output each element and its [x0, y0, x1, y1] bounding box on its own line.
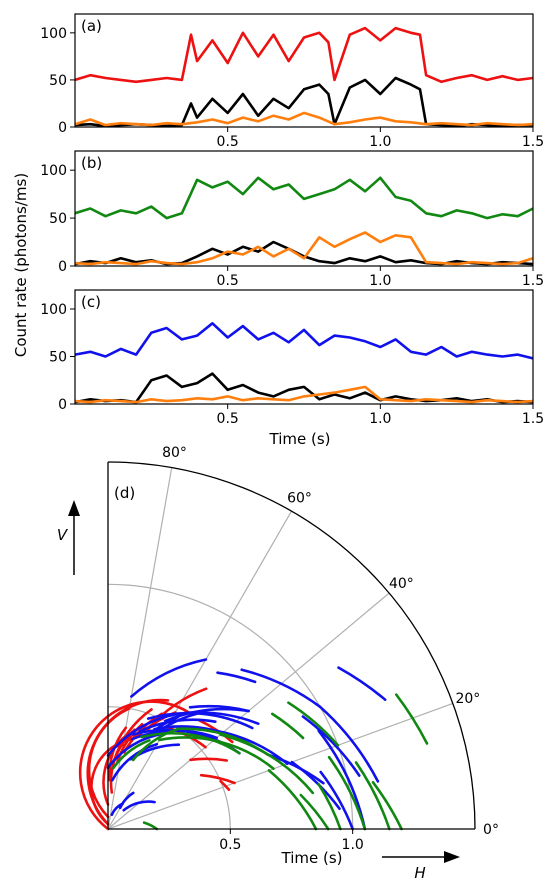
h-arrowhead-icon: [444, 851, 460, 863]
angle-grid-spoke: [107, 510, 293, 830]
polar-outer-arc: [107, 461, 476, 830]
plot-frame: [74, 289, 534, 405]
plot-frame: [74, 13, 534, 128]
trajectory-arc-blue: [130, 658, 208, 698]
series-line-black: [74, 372, 534, 404]
trajectory-arc-blue: [216, 671, 257, 684]
trajectory-arc-green: [354, 761, 391, 831]
x-tick-label: 1.5: [522, 273, 544, 289]
panel-label: (a): [81, 17, 102, 35]
trajectory-arc-red: [78, 700, 191, 831]
angle-tick-label: 80°: [162, 445, 187, 461]
panel-label: (d): [114, 484, 135, 502]
trajectory-arc-blue: [301, 715, 361, 777]
trajectory-arc-blue: [106, 711, 207, 757]
y-tick-label: 0: [58, 397, 67, 413]
trajectory-arc-blue: [337, 666, 387, 701]
trajectory-arc-green: [267, 769, 318, 831]
h-axis-label: H: [414, 864, 425, 881]
line-panels: 0 50 100 0.5 1.0 1.5 (a) 0 50 100 0.5 1.0 1.5 (b) 0 50 1…: [40, 13, 544, 427]
v-axis-label: V: [57, 526, 69, 544]
trajectory-arc-blue: [122, 800, 156, 812]
trajectory-arc-green: [287, 701, 340, 747]
series-line-orange: [74, 231, 534, 266]
trajectory-arc-red: [147, 687, 208, 731]
trajectory-arc-green: [140, 732, 241, 755]
y-tick-label: 50: [49, 211, 67, 227]
x-tick-label: 1.0: [369, 411, 391, 427]
trajectory-arc-green: [327, 755, 367, 831]
x-axis-label-top: Time (s): [269, 430, 331, 448]
angle-grid-spoke: [107, 702, 454, 830]
trajectory-arc-blue: [118, 791, 135, 810]
trajectory-arc-blue: [110, 802, 124, 817]
y-axis-label: Count rate (photons/ms): [12, 173, 30, 357]
angle-tick-label: 0°: [483, 822, 499, 838]
trajectory-arc-green: [317, 782, 342, 831]
trajectory-arc-blue: [143, 715, 180, 740]
x-tick-label: 1.5: [522, 134, 544, 150]
angle-tick-label: 40°: [389, 576, 414, 592]
trajectory-arc-green: [219, 733, 315, 795]
panel-label: (b): [81, 154, 102, 172]
trajectory-arc-blue: [159, 712, 200, 731]
series-line-green: [74, 176, 534, 220]
trajectory-arc-red: [108, 726, 128, 782]
y-tick-label: 0: [58, 259, 67, 275]
angle-tick-label: 60°: [287, 490, 312, 506]
x-tick-label: 1.5: [522, 411, 544, 427]
trajectory-arc-red: [199, 773, 236, 785]
trajectory-arc-green: [142, 821, 159, 831]
radial-grid-ring: [107, 706, 231, 830]
series-line-blue: [74, 321, 534, 360]
series-line-black: [74, 76, 533, 128]
radial-axis-label: Time (s): [281, 849, 343, 867]
trajectory-arc-green: [158, 736, 275, 770]
trajectory-arc-red: [219, 779, 231, 791]
trajectory-arc-blue: [319, 770, 354, 831]
x-tick-label: 0.5: [217, 273, 239, 289]
line-panel-c: 0 50 100 0.5 1.0 1.5 (c): [40, 289, 544, 427]
trajectory-arc-blue: [240, 668, 322, 708]
trajectory-arc-red: [116, 723, 144, 763]
v-arrowhead-icon: [68, 500, 80, 516]
y-tick-label: 50: [49, 350, 67, 366]
trajectory-arc-blue: [318, 705, 380, 783]
trajectory-arc-red: [112, 708, 153, 763]
radial-tick-label: 0.5: [219, 837, 241, 853]
x-tick-label: 0.5: [217, 134, 239, 150]
trajectory-arc-red: [189, 757, 228, 762]
trajectory-arc-green: [131, 727, 180, 762]
plot-frame: [74, 150, 534, 267]
trajectory-arc-blue: [111, 742, 159, 782]
polar-panel: 0.5 1.0 0° 20° 40° 60° 80° (d) Time (s) V H: [57, 445, 499, 881]
series-line-orange: [74, 385, 534, 404]
x-tick-label: 1.0: [369, 134, 391, 150]
series-line-red: [74, 26, 534, 84]
x-tick-label: 1.0: [369, 273, 391, 289]
line-panel-b: 0 50 100 0.5 1.0 1.5 (b): [40, 150, 544, 289]
x-tick-label: 0.5: [217, 411, 239, 427]
panel-label: (c): [81, 293, 101, 311]
y-tick-label: 100: [40, 302, 67, 318]
radial-tick-label: 1.0: [342, 837, 364, 853]
y-tick-label: 0: [58, 120, 67, 136]
series-line-black: [74, 240, 534, 266]
angle-tick-label: 20°: [455, 691, 480, 707]
trajectory-arc-green: [112, 739, 151, 770]
y-tick-label: 100: [40, 26, 67, 42]
y-tick-label: 100: [40, 163, 67, 179]
trajectory-arc-green: [395, 693, 429, 745]
line-panel-a: 0 50 100 0.5 1.0 1.5 (a): [40, 13, 544, 150]
y-tick-label: 50: [49, 73, 67, 89]
series-line-orange: [74, 111, 534, 127]
trajectory-arc-green: [271, 712, 305, 740]
